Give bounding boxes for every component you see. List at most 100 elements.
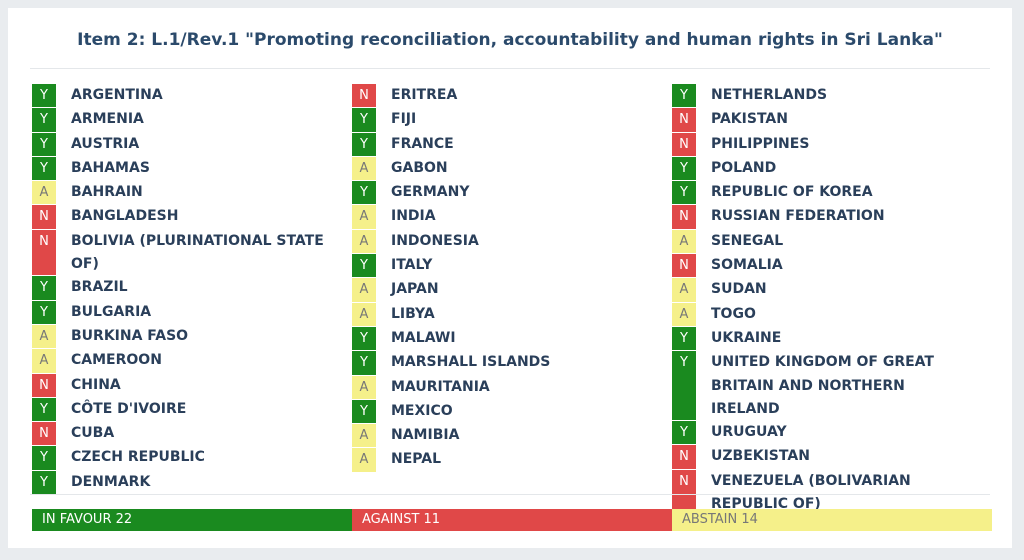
vote-row: Y REPUBLIC OF KOREA <box>672 181 972 206</box>
country-name: DENMARK <box>71 473 151 490</box>
vote-row: A SENEGAL <box>672 229 972 255</box>
vote-badge: A <box>352 302 376 327</box>
vote-row: Y NETHERLANDS <box>672 84 972 109</box>
vote-badge: Y <box>32 84 56 109</box>
vote-badge: N <box>672 132 696 157</box>
vote-badge: Y <box>32 446 56 471</box>
vote-badge: A <box>672 302 696 327</box>
vote-badge: Y <box>32 300 56 325</box>
vote-row: A NEPAL <box>352 448 652 473</box>
country-name: ITALY <box>391 257 433 274</box>
country-name: INDONESIA <box>391 232 479 249</box>
vote-badge: N <box>672 205 696 230</box>
country-name: BAHAMAS <box>71 159 150 176</box>
vote-badge: Y <box>672 326 696 352</box>
vote-badge: A <box>352 156 376 182</box>
country-name: REPUBLIC OF KOREA <box>711 184 873 201</box>
vote-row: Y ITALY <box>352 254 652 279</box>
country-name: SUDAN <box>711 281 767 298</box>
vote-row: Y CZECH REPUBLIC <box>32 446 332 471</box>
country-name: BAHRAIN <box>71 184 143 201</box>
vote-badge: N <box>672 108 696 133</box>
column: Y NETHERLANDS N PAKISTAN N PHILIPPINES Y POLAND… <box>672 84 972 517</box>
vote-badge: Y <box>352 108 376 133</box>
country-name: MALAWI <box>391 329 456 346</box>
vote-badge: N <box>672 254 696 279</box>
column: Y ARGENTINA Y ARMENIA Y AUSTRIA Y BAHAMAS A BAHRA… <box>32 84 332 496</box>
country-name: ERITREA <box>391 87 458 103</box>
vote-badge: A <box>32 324 56 350</box>
country-name: MARSHALL ISLANDS <box>391 354 551 371</box>
country-name: BRAZIL <box>71 279 128 296</box>
vote-badge: Y <box>672 181 696 206</box>
vote-badge: N <box>32 373 56 398</box>
country-name: POLAND <box>711 159 777 176</box>
vote-row: Y ARMENIA <box>32 108 332 133</box>
totals: IN FAVOUR 22 AGAINST 11 ABSTAIN 14 <box>32 509 992 531</box>
vote-badge: A <box>352 424 376 449</box>
column: N ERITREA Y FIJI Y FRANCE A GABON Y GERMANY A INDIA… <box>352 84 652 473</box>
vote-badge: A <box>672 278 696 303</box>
vote-row: A NAMIBIA <box>352 424 652 449</box>
vote-row: A JAPAN <box>352 278 652 303</box>
country-name: CUBA <box>71 425 115 442</box>
vote-row: A TOGO <box>672 302 972 327</box>
vote-badge: A <box>352 229 376 255</box>
country-name: NAMIBIA <box>391 427 460 444</box>
vote-row: Y BRAZIL <box>32 276 332 301</box>
country-name: LIBYA <box>391 305 435 322</box>
vote-badge: N <box>32 229 56 277</box>
country-name: CAMEROON <box>71 352 162 369</box>
vote-badge: N <box>672 469 696 517</box>
vote-row: N CHINA <box>32 373 332 398</box>
divider <box>30 68 990 69</box>
vote-row: Y FRANCE <box>352 132 652 157</box>
vote-badge: Y <box>672 84 696 109</box>
country-name: BANGLADESH <box>71 208 179 225</box>
vote-row: N RUSSIAN FEDERATION <box>672 205 972 230</box>
country-name: GABON <box>391 159 448 176</box>
vote-row: Y CÔTE D'IVOIRE <box>32 397 332 423</box>
vote-badge: Y <box>672 351 696 422</box>
country-name: CÔTE D'IVOIRE <box>71 400 187 417</box>
country-name: INDIA <box>391 208 436 225</box>
country-name: FIJI <box>391 111 417 128</box>
vote-row: A LIBYA <box>352 302 652 327</box>
country-name: VENEZUELA (BOLIVARIAN REPUBLIC OF) <box>711 472 911 513</box>
vote-row: A CAMEROON <box>32 349 332 374</box>
country-name: UKRAINE <box>711 329 782 346</box>
vote-row: Y BULGARIA <box>32 300 332 325</box>
total-bar: AGAINST 11 <box>352 509 672 531</box>
country-name: MAURITANIA <box>391 378 490 395</box>
vote-row: Y UNITED KINGDOM OF GREAT BRITAIN AND NOR… <box>672 351 972 422</box>
vote-badge: Y <box>352 254 376 279</box>
vote-badge: N <box>32 205 56 230</box>
country-name: NEPAL <box>391 451 442 468</box>
vote-badge: Y <box>352 326 376 352</box>
vote-badge: Y <box>672 421 696 446</box>
vote-badge: A <box>672 229 696 255</box>
vote-badge: N <box>672 445 696 470</box>
country-name: CZECH REPUBLIC <box>71 449 205 466</box>
vote-badge: Y <box>672 156 696 182</box>
vote-badge: Y <box>32 156 56 182</box>
vote-row: N ERITREA <box>352 84 652 109</box>
vote-row: A INDIA <box>352 205 652 230</box>
vote-row: Y GERMANY <box>352 181 652 206</box>
country-name: BULGARIA <box>71 303 152 320</box>
vote-badge: A <box>352 278 376 303</box>
vote-row: N BOLIVIA (PLURINATIONAL STATE OF) <box>32 229 332 277</box>
country-name: PAKISTAN <box>711 111 788 128</box>
vote-badge: Y <box>352 132 376 157</box>
country-name: JAPAN <box>391 281 439 298</box>
vote-badge: Y <box>32 276 56 301</box>
vote-badge: N <box>352 84 376 109</box>
vote-row: Y AUSTRIA <box>32 132 332 157</box>
country-name: FRANCE <box>391 135 454 152</box>
vote-row: Y UKRAINE <box>672 326 972 352</box>
vote-badge: A <box>352 375 376 400</box>
country-name: BOLIVIA (PLURINATIONAL STATE OF) <box>71 232 324 273</box>
country-name: PHILIPPINES <box>711 135 810 152</box>
vote-row: A BURKINA FASO <box>32 324 332 350</box>
